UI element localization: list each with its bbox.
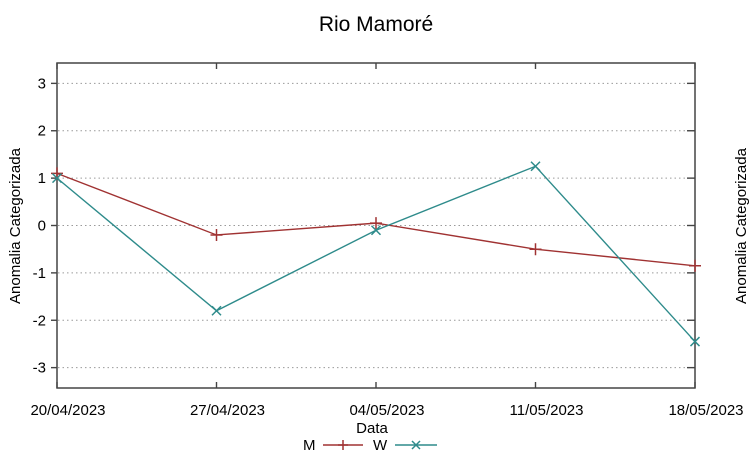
plus-marker [529, 243, 542, 256]
chart-title: Rio Mamoré [319, 13, 433, 36]
x-tick-label: 04/05/2023 [349, 402, 424, 419]
y-tick-label: 3 [38, 75, 46, 92]
plus-marker [370, 217, 382, 230]
legend-x-marker [411, 440, 421, 450]
legend-label-W: W [373, 437, 388, 454]
x-marker [51, 173, 63, 184]
y-axis-label: Anomalia Categorizada [7, 147, 24, 304]
series-line-W [56, 165, 696, 343]
x-axis-label: Data [356, 420, 388, 437]
x-marker [211, 305, 222, 316]
x-tick-label: 11/05/2023 [510, 402, 584, 419]
y-tick-label: -1 [33, 265, 46, 282]
adjacent-chart-y-axis-label: Anomalia Categorizada [733, 147, 750, 304]
x-marker [530, 161, 541, 172]
x-marker [370, 225, 382, 236]
plot-border [56, 62, 696, 389]
y-tick-label: -2 [33, 312, 46, 329]
x-tick-label: 27/04/2023 [190, 402, 265, 419]
legend-plus-marker [338, 440, 348, 450]
y-tick-label: 1 [38, 170, 46, 187]
y-tick-label: -3 [33, 360, 46, 377]
legend-label-M: M [303, 437, 316, 454]
plus-marker [210, 228, 223, 241]
y-tick-label: 2 [38, 123, 46, 140]
x-tick-label: 20/04/2023 [30, 402, 105, 419]
y-tick-label: 0 [38, 218, 46, 235]
x-tick-label: 18/05/2023 [668, 402, 743, 419]
x-marker [689, 336, 701, 347]
plus-marker [689, 259, 701, 272]
